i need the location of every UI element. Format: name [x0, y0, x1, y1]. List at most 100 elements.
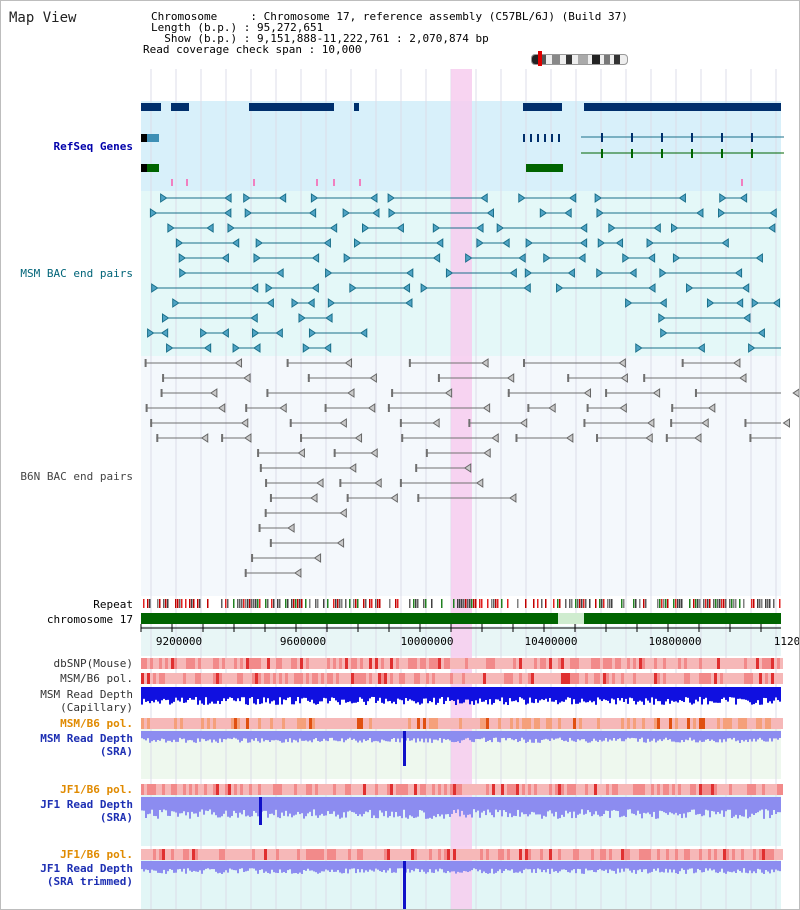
heat-cell — [477, 784, 480, 795]
chromosome-ideogram[interactable] — [531, 54, 628, 65]
depth-bar — [485, 797, 487, 816]
depth-bar — [525, 731, 527, 743]
heat-cell — [714, 658, 717, 669]
repeat-mark — [365, 599, 367, 608]
depth-bar — [173, 861, 175, 873]
heat-cell — [300, 849, 303, 860]
heat-cell — [618, 849, 621, 860]
msm-bac-end-pairs-label[interactable]: MSM BAC end pairs — [20, 267, 133, 280]
repeat-mark — [415, 599, 417, 608]
depth-bar — [273, 797, 275, 816]
depth-bar — [719, 797, 721, 814]
depth-bar — [429, 861, 431, 870]
depth-bar — [735, 731, 737, 742]
depth-bar — [381, 797, 383, 813]
heat-cell — [633, 658, 636, 669]
heat-cell — [480, 673, 483, 684]
heat-cell — [180, 658, 183, 669]
heat-cell — [189, 849, 192, 860]
depth-bar — [365, 731, 367, 741]
depth-bar — [363, 687, 365, 702]
depth-bar — [371, 797, 373, 819]
depth-bar — [433, 687, 435, 698]
heat-cell — [345, 784, 348, 795]
depth-bar — [255, 797, 257, 813]
depth-bar — [387, 731, 389, 742]
heat-cell — [312, 784, 315, 795]
heat-cell — [327, 718, 330, 729]
bac-end — [608, 223, 616, 233]
heat-cell — [165, 784, 168, 795]
depth-bar — [497, 731, 499, 742]
heat-cell — [159, 784, 162, 795]
heat-cell — [495, 673, 498, 684]
depth-bar — [585, 797, 587, 814]
depth-bar — [583, 861, 585, 874]
depth-bar — [543, 731, 545, 740]
bac-end — [402, 283, 411, 293]
heat-cell — [768, 718, 771, 729]
depth-bar — [685, 731, 687, 740]
repeat-mark — [339, 599, 341, 608]
heat-cell — [471, 673, 474, 684]
heat-cell — [729, 849, 732, 860]
depth-bar — [593, 797, 595, 815]
heat-cell — [549, 718, 552, 729]
depth-bar — [687, 861, 689, 870]
heat-cell — [693, 849, 696, 860]
depth-bar — [357, 687, 359, 702]
b6n-bac-end-pairs-label[interactable]: B6N BAC end pairs — [20, 470, 133, 483]
depth-bar — [547, 731, 549, 740]
bac-end — [361, 223, 370, 233]
heat-cell — [525, 673, 528, 684]
depth-bar — [575, 731, 577, 742]
depth-bar — [289, 731, 291, 739]
depth-bar — [699, 861, 701, 871]
heat-cell — [519, 718, 522, 729]
depth-bar — [325, 861, 327, 870]
refseq-genes-label[interactable]: RefSeq Genes — [53, 140, 133, 153]
depth-bar — [697, 861, 699, 869]
heat-cell — [642, 849, 645, 860]
depth-bar — [179, 861, 181, 869]
repeat-mark — [341, 599, 343, 608]
heat-cell — [624, 849, 627, 860]
depth-bar — [667, 731, 669, 741]
depth-bar — [477, 687, 479, 704]
depth-bar — [527, 861, 529, 870]
depth-bar — [209, 797, 211, 810]
depth-bar — [503, 797, 505, 811]
heat-cell — [177, 849, 180, 860]
depth-bar — [265, 731, 267, 740]
depth-bar — [669, 731, 671, 740]
bac-end — [475, 478, 484, 488]
heat-cell — [435, 658, 438, 669]
depth-bar — [773, 861, 775, 873]
heat-cell — [546, 673, 549, 684]
depth-bar — [759, 731, 761, 738]
depth-bar — [747, 731, 749, 742]
heat-cell — [174, 673, 177, 684]
depth-bar — [763, 797, 765, 819]
depth-bar — [225, 861, 227, 871]
repeat-mark — [249, 599, 251, 608]
heat-cell — [576, 673, 579, 684]
heat-cell — [384, 673, 387, 684]
depth-bar — [581, 731, 583, 740]
depth-bar — [633, 797, 635, 814]
heat-cell — [303, 658, 306, 669]
bac-end — [659, 268, 667, 278]
repeat-mark — [143, 599, 145, 608]
repeat-mark — [493, 599, 495, 608]
heat-cell — [372, 849, 375, 860]
depth-bar — [147, 687, 149, 702]
heat-cell — [408, 673, 411, 684]
heat-cell — [651, 784, 654, 795]
heat-cell — [636, 849, 639, 860]
heat-cell — [231, 849, 234, 860]
depth-bar — [165, 731, 167, 743]
depth-bar — [759, 861, 761, 870]
repeat-mark — [767, 599, 769, 608]
heat-cell — [573, 784, 576, 795]
